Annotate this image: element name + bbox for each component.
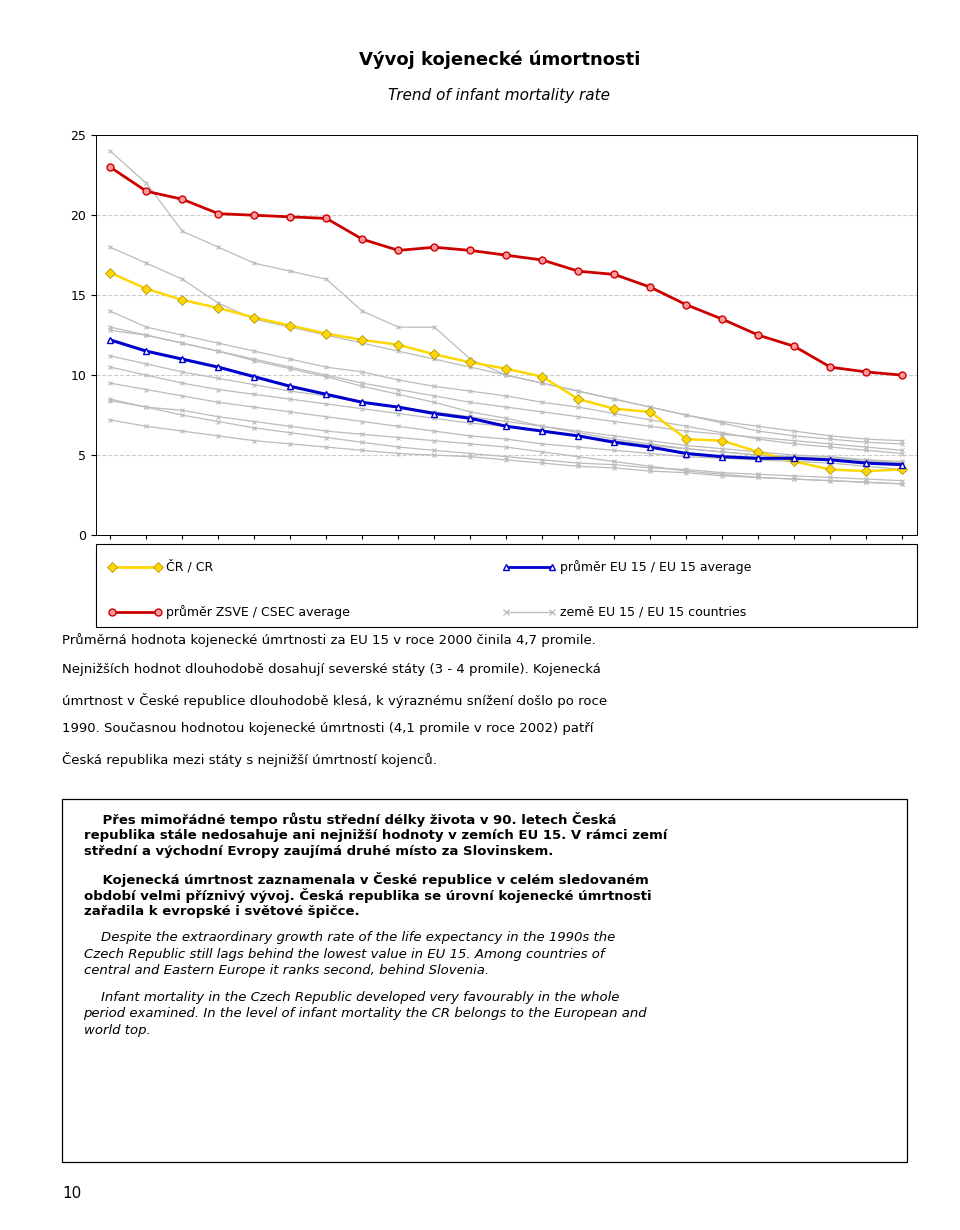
Text: central and Eastern Europe it ranks second, behind Slovenia.: central and Eastern Europe it ranks seco… [84, 964, 489, 977]
Text: průměr ZSVE / CSEC average: průměr ZSVE / CSEC average [166, 605, 349, 619]
Text: střední a východní Evropy zaujímá druhé místo za Slovinskem.: střední a východní Evropy zaujímá druhé … [84, 845, 553, 859]
FancyBboxPatch shape [62, 800, 907, 1162]
Text: republika stále nedosahuje ani nejnižší hodnoty v zemích EU 15. V rámci zemí: republika stále nedosahuje ani nejnižší … [84, 829, 667, 841]
Text: období velmi příznivý vývoj. Česká republika se úrovní kojenecké úmrtnosti: období velmi příznivý vývoj. Česká repub… [84, 888, 651, 903]
Text: Přes mimořádné tempo růstu střední délky života v 90. letech Česká: Přes mimořádné tempo růstu střední délky… [84, 812, 616, 828]
Text: Czech Republic still lags behind the lowest value in EU 15. Among countries of: Czech Republic still lags behind the low… [84, 947, 604, 961]
Text: úmrtnost v České republice dlouhodobě klesá, k výraznému snížení došlo po roce: úmrtnost v České republice dlouhodobě kl… [62, 692, 608, 707]
Text: Průměrná hodnota kojenecké úmrtnosti za EU 15 v roce 2000 činila 4,7 promile.: Průměrná hodnota kojenecké úmrtnosti za … [62, 633, 596, 647]
FancyBboxPatch shape [96, 544, 917, 627]
Text: Česká republika mezi státy s nejnižší úmrtností kojenců.: Česká republika mezi státy s nejnižší úm… [62, 752, 437, 766]
Text: 1990. Současnou hodnotou kojenecké úmrtnosti (4,1 promile v roce 2002) patří: 1990. Současnou hodnotou kojenecké úmrtn… [62, 722, 594, 736]
Text: Nejnižších hodnot dlouhodobě dosahují severské státy (3 - 4 promile). Kojenecká: Nejnižších hodnot dlouhodobě dosahují se… [62, 663, 601, 676]
Text: Infant mortality in the Czech Republic developed very favourably in the whole: Infant mortality in the Czech Republic d… [84, 990, 619, 1004]
Text: ČR / CR: ČR / CR [166, 561, 213, 574]
Text: průměr EU 15 / EU 15 average: průměr EU 15 / EU 15 average [560, 560, 751, 574]
Text: world top.: world top. [84, 1023, 151, 1037]
Text: Kojenecká úmrtnost zaznamenala v České republice v celém sledovaném: Kojenecká úmrtnost zaznamenala v České r… [84, 872, 648, 887]
Text: period examined. In the level of infant mortality the CR belongs to the European: period examined. In the level of infant … [84, 1007, 647, 1020]
Text: země EU 15 / EU 15 countries: země EU 15 / EU 15 countries [560, 605, 746, 619]
Text: zařadila k evropské i světové špičce.: zařadila k evropské i světové špičce. [84, 905, 359, 918]
Text: 10: 10 [62, 1186, 82, 1202]
Text: Trend of infant mortality rate: Trend of infant mortality rate [388, 87, 611, 102]
Text: Despite the extraordinary growth rate of the life expectancy in the 1990s the: Despite the extraordinary growth rate of… [84, 931, 614, 945]
Text: Srovnání vybraných zdravotnických ukazatelů v EU a ČR: Srovnání vybraných zdravotnických ukazat… [24, 7, 445, 22]
Text: Vývoj kojenecké úmortnosti: Vývoj kojenecké úmortnosti [358, 50, 640, 69]
Text: ÚZIS ČR 2004: ÚZIS ČR 2004 [835, 9, 936, 21]
